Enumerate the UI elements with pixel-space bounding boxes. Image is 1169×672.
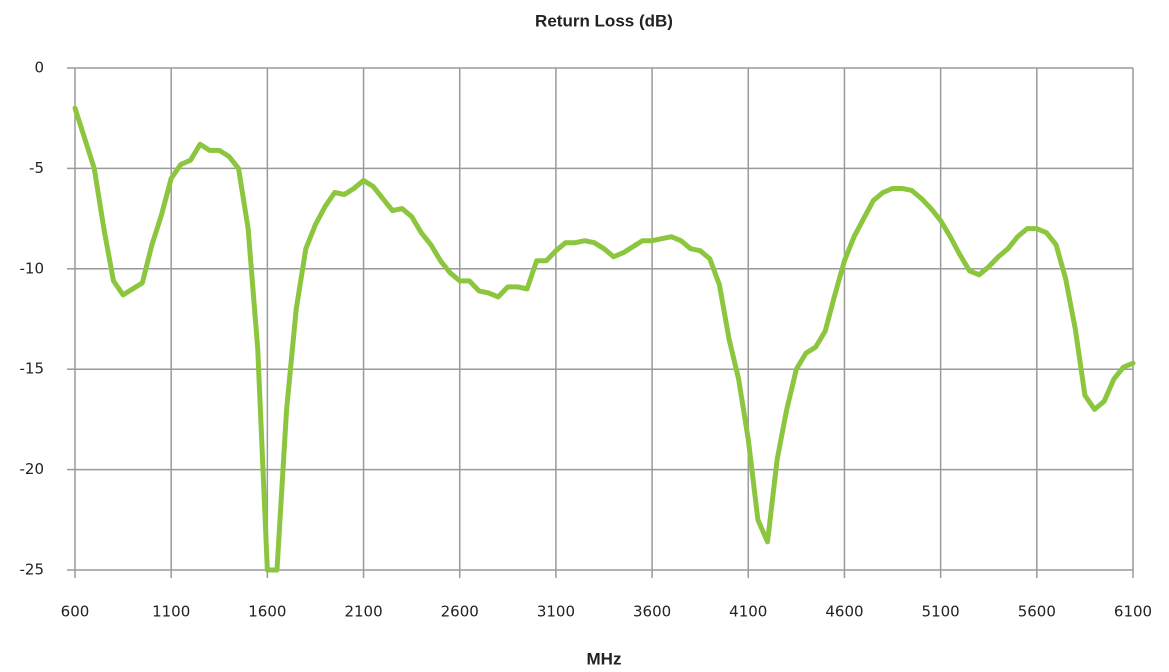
y-tick-label: -20 <box>20 460 45 478</box>
data-line <box>72 105 1136 573</box>
x-tick-label: 1100 <box>152 603 190 621</box>
x-tick-label: 3100 <box>537 603 575 621</box>
x-tick-label: 2100 <box>344 603 382 621</box>
x-tick-label: 600 <box>61 603 90 621</box>
x-tick-label: 5600 <box>1018 603 1056 621</box>
x-tick-label: 3600 <box>633 603 671 621</box>
y-tick-label: -10 <box>20 259 45 277</box>
y-tick-label: -5 <box>29 159 44 177</box>
y-tick-label: 0 <box>34 59 44 77</box>
x-tick-label: 4100 <box>729 603 767 621</box>
chart-title: Return Loss (dB) <box>535 11 673 30</box>
x-tick-label: 6100 <box>1114 603 1152 621</box>
x-tick-label: 5100 <box>922 603 960 621</box>
x-tick-label: 2600 <box>441 603 479 621</box>
y-tick-label: -25 <box>20 561 45 579</box>
y-tick-label: -15 <box>20 360 45 378</box>
x-tick-label: 1600 <box>248 603 286 621</box>
x-tick-label: 4600 <box>825 603 863 621</box>
x-axis-label: MHz <box>587 649 622 668</box>
